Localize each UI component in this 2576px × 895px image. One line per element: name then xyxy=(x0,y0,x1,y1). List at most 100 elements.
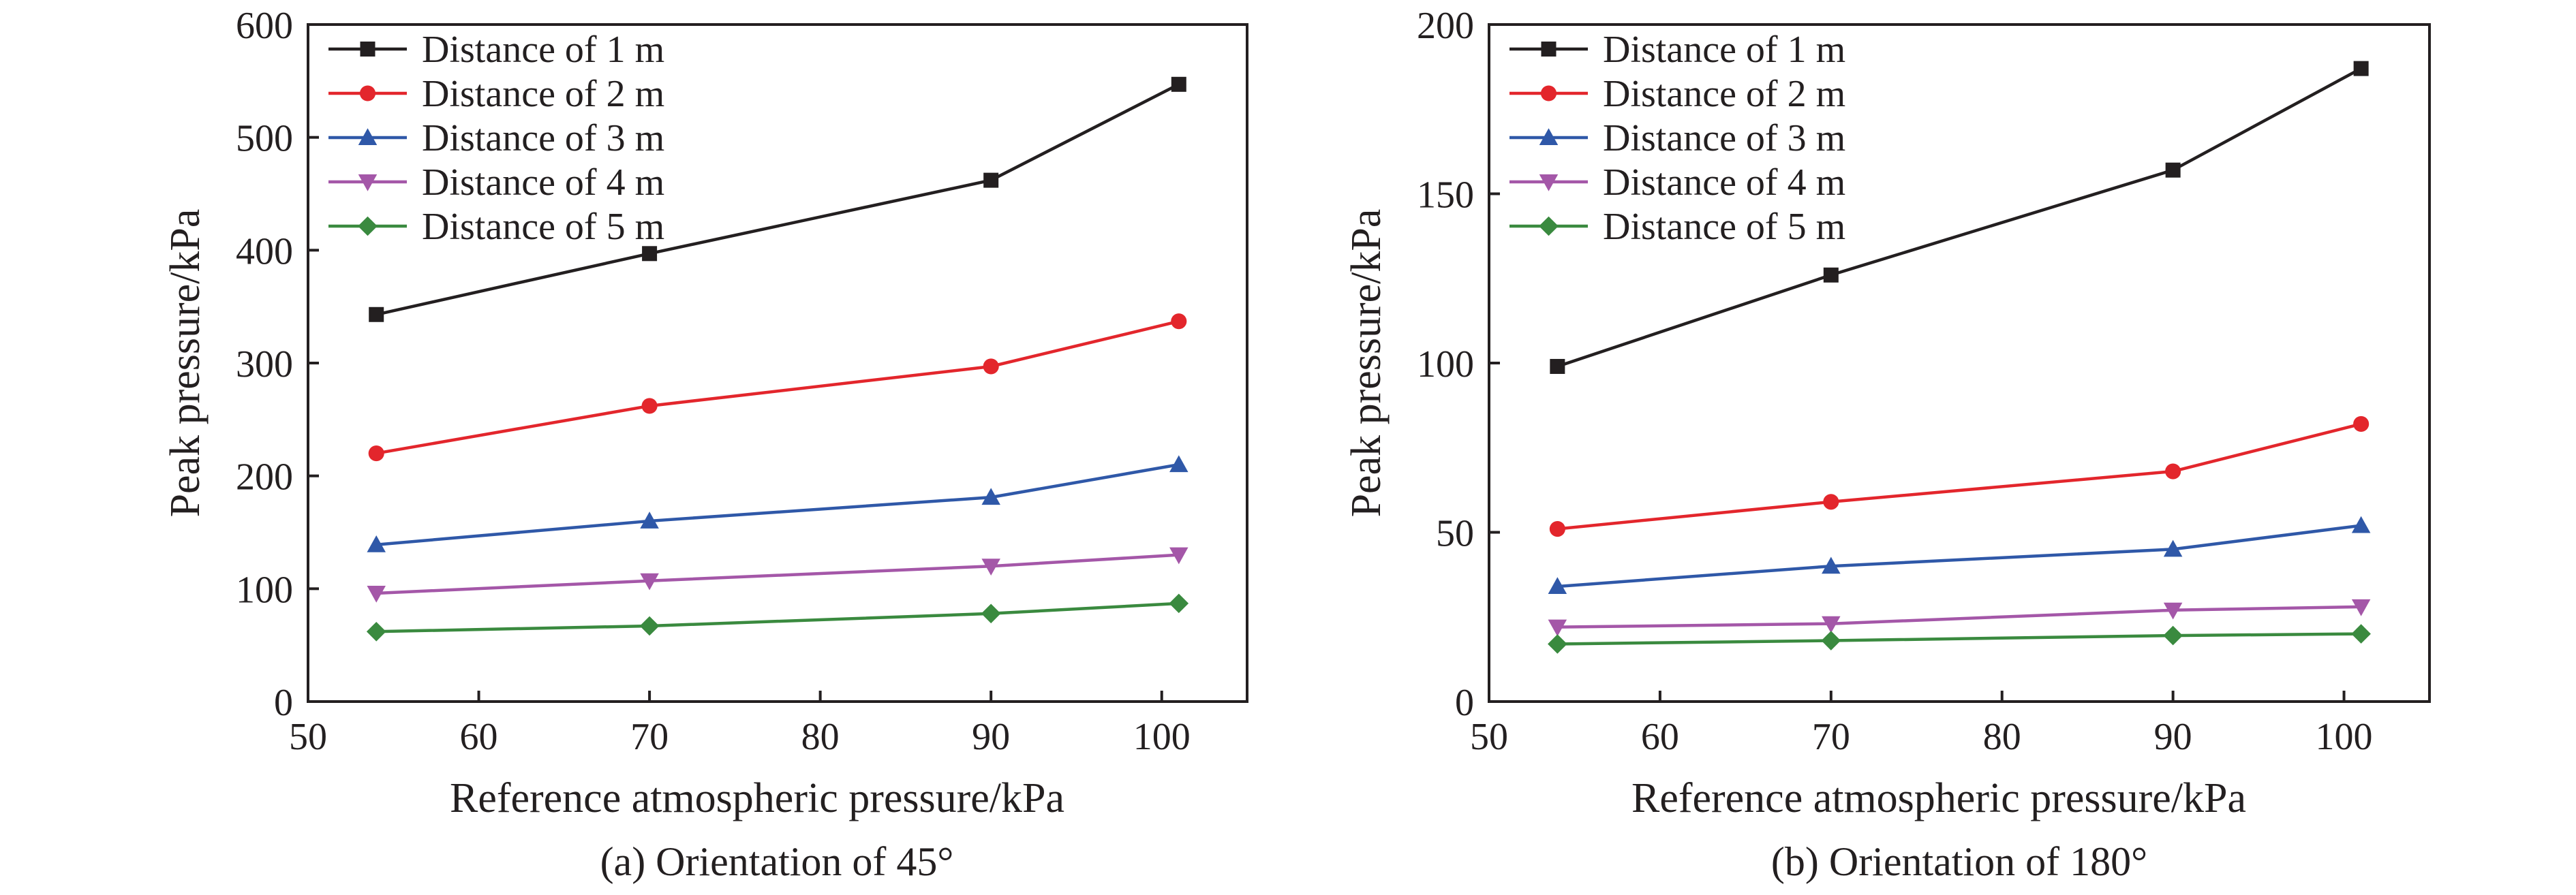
legend-marker xyxy=(358,128,378,145)
data-point xyxy=(367,585,386,603)
legend-marker xyxy=(358,216,378,236)
legend-label: Distance of 3 m xyxy=(422,117,664,159)
data-point xyxy=(1821,631,1841,650)
y-axis-label: Peak pressure/kPa xyxy=(162,209,209,518)
series-line xyxy=(375,82,1180,316)
legend-label: Distance of 5 m xyxy=(1603,206,1845,248)
legend-label: Distance of 2 m xyxy=(422,73,664,115)
series-4 xyxy=(367,547,1189,603)
data-point xyxy=(1822,616,1841,633)
y-tick-label: 150 xyxy=(1417,174,1474,217)
x-tick-label: 90 xyxy=(972,716,1010,758)
x-axis-label: Reference atmospheric pressure/kPa xyxy=(450,775,1064,821)
y-tick-label: 300 xyxy=(236,343,293,386)
legend-label: Distance of 5 m xyxy=(422,206,664,248)
series-line xyxy=(376,601,1179,633)
data-point xyxy=(2163,625,2183,646)
data-point xyxy=(1550,358,1565,374)
y-tick-label: 200 xyxy=(1417,5,1474,47)
data-point xyxy=(369,307,384,322)
data-point xyxy=(1822,556,1841,574)
panel-caption: (a) Orientation of 45° xyxy=(600,839,954,884)
legend-marker xyxy=(1540,85,1557,101)
data-point xyxy=(2351,624,2371,644)
data-point xyxy=(981,603,1001,624)
data-point xyxy=(2351,599,2371,616)
y-tick-label: 200 xyxy=(236,456,293,499)
legend-label: Distance of 1 m xyxy=(1603,29,1845,71)
legend-label: Distance of 3 m xyxy=(1603,117,1845,159)
data-point xyxy=(639,616,660,636)
data-point xyxy=(981,488,1000,505)
data-point xyxy=(2351,516,2371,533)
data-point xyxy=(2163,602,2183,620)
x-tick-label: 70 xyxy=(630,716,669,758)
series-2 xyxy=(368,313,1187,462)
y-tick-label: 0 xyxy=(1455,682,1474,724)
legend-label: Distance of 1 m xyxy=(422,29,664,71)
data-point xyxy=(1823,494,1839,510)
y-tick-label: 100 xyxy=(1417,343,1474,386)
data-point xyxy=(1549,520,1565,537)
data-point xyxy=(983,358,999,375)
series-5 xyxy=(366,593,1189,642)
x-tick-label: 100 xyxy=(2316,716,2373,758)
x-tick-label: 90 xyxy=(2154,716,2192,758)
series-line xyxy=(376,462,1180,546)
legend-marker xyxy=(1539,128,1559,145)
series-4 xyxy=(1548,599,2371,637)
x-tick-label: 60 xyxy=(460,716,498,758)
x-tick-label: 80 xyxy=(1983,716,2021,758)
data-point xyxy=(1171,76,1186,92)
data-point xyxy=(640,512,659,529)
series-line xyxy=(1557,632,2361,646)
series-2 xyxy=(1549,415,2370,537)
y-tick-label: 0 xyxy=(274,682,293,724)
legend-marker xyxy=(359,85,376,101)
data-point xyxy=(2353,61,2369,76)
data-point xyxy=(1169,455,1189,473)
y-axis-label: Peak pressure/kPa xyxy=(1343,209,1390,518)
data-point xyxy=(2353,415,2370,433)
x-tick-label: 60 xyxy=(1641,716,1679,758)
legend-marker xyxy=(1541,42,1557,57)
series-3 xyxy=(1548,516,2371,595)
legend-marker xyxy=(358,174,378,191)
series-3 xyxy=(367,455,1189,552)
data-point xyxy=(1548,619,1567,637)
legend-marker xyxy=(360,42,375,57)
x-tick-label: 100 xyxy=(1133,716,1191,758)
y-tick-label: 500 xyxy=(236,118,293,160)
series-line xyxy=(1557,67,2362,368)
x-tick-label: 70 xyxy=(1812,716,1850,758)
y-tick-label: 50 xyxy=(1436,513,1474,555)
data-point xyxy=(368,445,384,462)
series-line xyxy=(376,553,1179,595)
series-5 xyxy=(1548,624,2371,654)
x-tick-label: 50 xyxy=(1470,716,1508,758)
data-point xyxy=(2165,463,2181,480)
legend-label: Distance of 4 m xyxy=(1603,161,1845,204)
data-point xyxy=(2163,539,2183,557)
data-point xyxy=(1169,593,1189,614)
legend-marker xyxy=(1539,216,1559,236)
series-1 xyxy=(369,76,1186,322)
y-tick-label: 600 xyxy=(236,5,293,47)
x-tick-label: 50 xyxy=(289,716,327,758)
chart-panel-a: 50 60 70 80 90 100 0 100 200 300 400 500 600 Referenc… xyxy=(162,5,1248,884)
data-point xyxy=(642,246,658,262)
series-line xyxy=(1557,605,2361,629)
data-point xyxy=(983,172,999,188)
data-point xyxy=(1823,267,1839,283)
data-point xyxy=(1548,634,1567,654)
data-point xyxy=(2165,162,2181,178)
data-point xyxy=(1171,313,1187,330)
data-point xyxy=(981,559,1000,576)
panel-caption: (b) Orientation of 180° xyxy=(1771,839,2147,884)
data-point xyxy=(1548,577,1567,595)
y-tick-label: 100 xyxy=(236,569,293,611)
